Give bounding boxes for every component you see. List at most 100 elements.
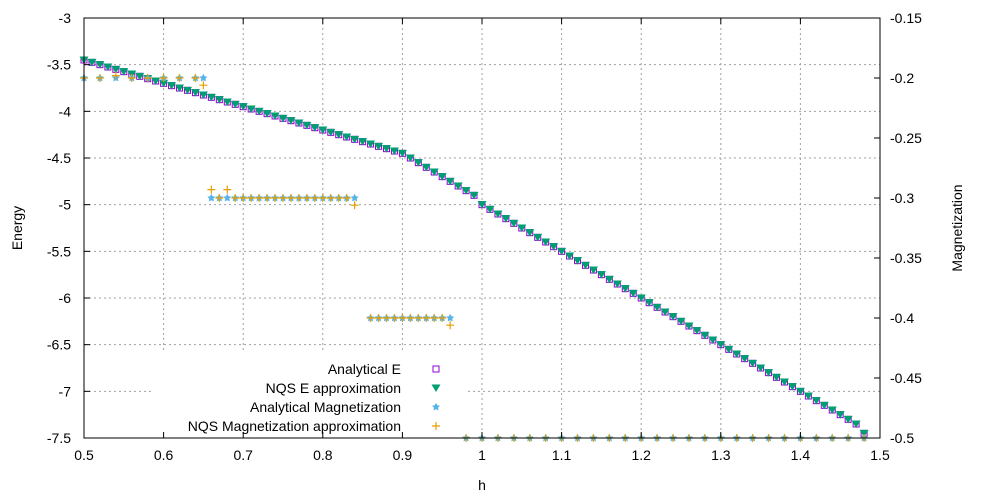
y2-axis-title: Magnetization	[949, 184, 965, 271]
data-point	[390, 314, 399, 322]
data-point	[310, 194, 319, 202]
data-point	[175, 84, 185, 92]
data-point	[859, 429, 869, 438]
data-point	[397, 149, 407, 158]
series-2	[80, 73, 869, 442]
legend-marker	[432, 402, 440, 411]
data-point	[239, 194, 248, 202]
legend-marker	[431, 384, 441, 392]
data-point	[692, 327, 702, 335]
data-point	[684, 322, 694, 330]
data-point	[263, 194, 272, 202]
data-point	[191, 74, 200, 82]
data-point	[159, 79, 169, 88]
data-point	[374, 142, 384, 151]
data-point	[254, 107, 264, 116]
data-point	[230, 100, 240, 109]
data-point	[533, 233, 543, 242]
x-tick-label: 1.3	[711, 447, 731, 463]
grid	[84, 18, 880, 438]
data-point	[207, 185, 216, 194]
data-point	[509, 219, 519, 228]
data-point	[453, 182, 463, 190]
data-point	[294, 119, 304, 127]
x-tick-label: 1.1	[552, 447, 572, 463]
data-point	[660, 308, 670, 316]
data-point	[214, 96, 224, 104]
x-tick-label: 1.4	[791, 447, 811, 463]
legend-marker	[432, 422, 440, 430]
data-point	[461, 187, 471, 195]
data-point	[302, 194, 311, 202]
y2-tick-label: -0.5	[890, 430, 914, 446]
data-point	[732, 350, 742, 358]
data-point	[381, 145, 391, 153]
y-axis-title: Energy	[9, 206, 25, 250]
data-point	[246, 105, 256, 113]
data-point	[549, 243, 559, 251]
axis-ticks: 0.5 0.6 0.7 0.8 0.9 1 1.1 1.2 1.3 1.4 1.5 -3 -3.5 -4 -…	[47, 10, 922, 463]
data-point	[271, 194, 280, 202]
data-point	[111, 65, 121, 74]
data-point	[262, 110, 272, 118]
data-point	[421, 163, 431, 172]
data-point	[851, 420, 861, 428]
data-point	[389, 147, 399, 155]
data-point	[199, 73, 208, 82]
data-point	[438, 314, 447, 322]
data-point	[724, 345, 734, 354]
y-tick-label: -4	[59, 103, 72, 119]
data-point	[565, 252, 575, 260]
data-point	[350, 135, 360, 144]
data-point	[238, 103, 248, 111]
x-tick-label: 0.5	[74, 447, 94, 463]
data-point	[756, 364, 766, 372]
data-point	[310, 124, 320, 132]
data-point	[159, 74, 168, 82]
y2-tick-label: -0.35	[890, 250, 922, 266]
series-0	[80, 56, 868, 437]
data-point	[596, 271, 606, 279]
data-point	[279, 194, 287, 202]
data-point	[206, 93, 216, 102]
y2-tick-label: -0.4	[890, 310, 914, 326]
data-point	[270, 112, 280, 120]
data-point	[358, 138, 368, 146]
data-point	[366, 140, 376, 148]
data-point	[779, 378, 789, 386]
data-point	[716, 341, 726, 349]
data-point	[95, 74, 104, 82]
data-point	[429, 168, 439, 176]
x-tick-label: 1	[478, 447, 486, 463]
data-point	[382, 314, 391, 322]
data-point	[398, 314, 407, 322]
data-point	[811, 397, 821, 405]
data-point	[827, 406, 837, 414]
data-point	[326, 128, 336, 137]
data-point	[668, 313, 678, 321]
data-point	[366, 314, 375, 322]
data-point	[198, 91, 208, 99]
data-point	[406, 314, 415, 322]
data-point	[835, 411, 845, 419]
data-point	[286, 194, 295, 202]
data-point	[342, 194, 351, 202]
data-point	[255, 194, 264, 202]
y-tick-label: -4.5	[47, 150, 71, 166]
data-point	[644, 299, 654, 307]
legend-label: NQS Magnetization approximation	[188, 418, 401, 434]
data-point	[445, 177, 455, 186]
y2-tick-label: -0.3	[890, 190, 914, 206]
y2-tick-label: -0.2	[890, 70, 914, 86]
legend-label: Analytical E	[328, 361, 401, 377]
data-point	[612, 280, 622, 288]
data-point	[151, 77, 161, 85]
data-point	[493, 210, 503, 218]
x-tick-label: 0.8	[313, 447, 333, 463]
data-point	[103, 63, 113, 71]
data-point	[223, 185, 232, 194]
data-point	[485, 205, 495, 214]
data-point	[787, 383, 797, 391]
y-tick-label: -5.5	[47, 243, 71, 259]
